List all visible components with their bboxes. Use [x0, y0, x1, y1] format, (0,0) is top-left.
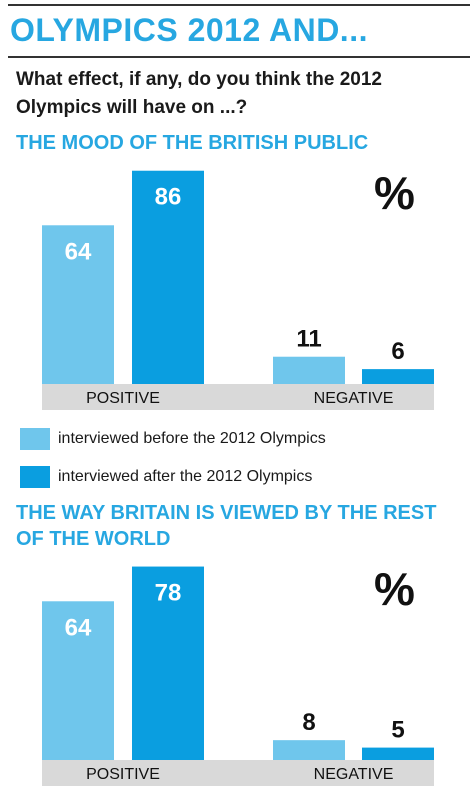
chart-1-bar-positive-before	[42, 225, 114, 384]
chart-2-value-label-negative-before: 8	[302, 709, 315, 736]
chart-1-bar-positive-after	[132, 170, 204, 384]
chart-1-value-label-negative-after: 6	[391, 338, 404, 365]
chart-2-value-label-positive-before: 64	[65, 614, 92, 641]
chart-2-category-label-negative: NEGATIVE	[314, 766, 394, 783]
chart-1-bar-negative-after	[362, 369, 434, 384]
chart-2-value-label-positive-after: 78	[155, 580, 182, 607]
chart-2-percent-symbol: %	[374, 563, 415, 615]
legend-swatch-after	[20, 466, 50, 488]
chart-2-bar-positive-before	[42, 601, 114, 760]
chart-1-bar-negative-before	[273, 356, 345, 384]
chart-2-axis-band	[42, 760, 434, 786]
chart-2-bar-negative-before	[273, 740, 345, 760]
legend: interviewed before the 2012 Olympics int…	[20, 426, 326, 502]
chart-1-mood-british-public: 64 11 86 6 POSITIVE NEGATIVE	[42, 170, 434, 410]
chart-2-title: THE WAY BRITAIN IS VIEWED BY THE REST OF…	[16, 502, 437, 550]
chart-1-value-label-negative-before: 11	[296, 326, 321, 353]
survey-question: What effect, if any, do you think the 20…	[16, 69, 382, 118]
chart-1-axis-band	[42, 384, 434, 410]
legend-label-before: interviewed before the 2012 Olympics	[58, 430, 326, 447]
legend-label-after: interviewed after the 2012 Olympics	[58, 468, 313, 485]
chart-2-category-label-positive: POSITIVE	[86, 766, 160, 783]
chart-1-title: THE MOOD OF THE BRITISH PUBLIC	[16, 132, 369, 154]
title-rule	[8, 56, 470, 58]
top-rule	[8, 4, 470, 6]
chart-2-value-label-negative-after: 5	[391, 717, 404, 744]
legend-swatch-before	[20, 428, 50, 450]
chart-1-value-label-positive-after: 86	[155, 184, 182, 211]
page-title: OLYMPICS 2012 AND...	[10, 12, 368, 48]
chart-1-category-label-negative: NEGATIVE	[314, 390, 394, 407]
legend-item-after: interviewed after the 2012 Olympics	[20, 464, 326, 490]
chart-2-bar-positive-after	[132, 566, 204, 760]
chart-1-value-label-positive-before: 64	[65, 238, 92, 265]
chart-2-bar-negative-after	[362, 747, 434, 760]
legend-item-before: interviewed before the 2012 Olympics	[20, 426, 326, 452]
chart-2-britain-viewed-by-world: 64 8 78 5 POSITIVE NEGATIVE	[42, 566, 434, 786]
chart-1-percent-symbol: %	[374, 167, 415, 219]
chart-1-category-label-positive: POSITIVE	[86, 390, 160, 407]
